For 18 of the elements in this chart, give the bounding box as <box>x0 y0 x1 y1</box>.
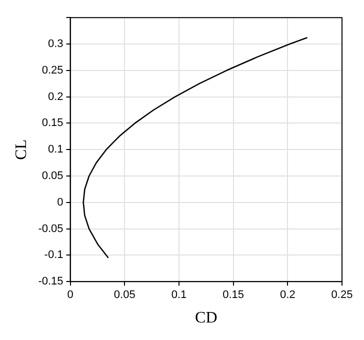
y-tick-label: 0 <box>57 196 64 208</box>
y-tick-label: 0.25 <box>42 64 64 76</box>
x-tick-label: 0 <box>67 289 74 302</box>
y-tick-label: 0.15 <box>42 117 64 130</box>
y-tick-label: 0.05 <box>42 170 64 182</box>
y-axis-title: CL <box>12 139 30 160</box>
y-tick-label: -0.15 <box>38 276 64 288</box>
x-axis-title: CD <box>195 310 218 327</box>
y-tick-label: 0.2 <box>48 90 64 103</box>
x-tick-label: 0.1 <box>171 289 187 302</box>
y-tick-label: 0.1 <box>48 144 64 156</box>
x-tick-label: 0.05 <box>114 289 136 302</box>
x-tick-label: 0.15 <box>222 289 244 302</box>
y-tick-label: 0.3 <box>48 38 64 50</box>
y-tick-label: -0.1 <box>44 249 64 262</box>
x-tick-label: 0.25 <box>331 289 353 302</box>
y-tick-label: -0.05 <box>38 222 64 235</box>
x-tick-label: 0.2 <box>280 289 296 302</box>
